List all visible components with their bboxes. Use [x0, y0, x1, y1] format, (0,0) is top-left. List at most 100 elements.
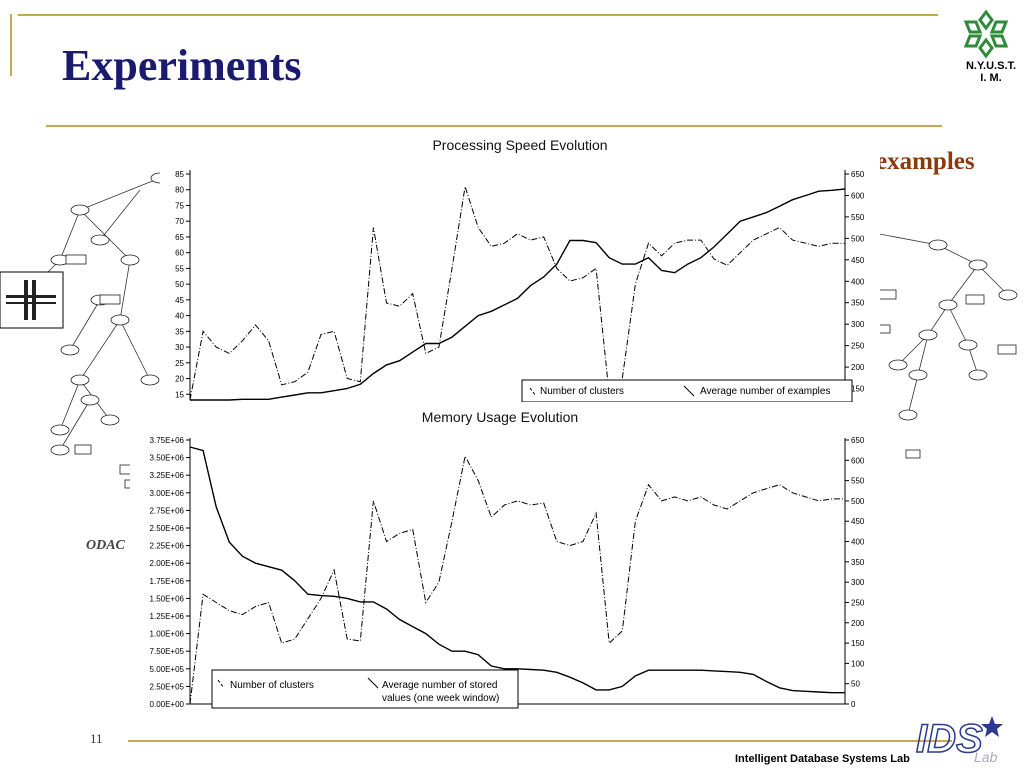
- left-tick-label: 60: [175, 249, 184, 258]
- right-tick: 650: [845, 170, 865, 179]
- right-tick-label: 150: [851, 385, 865, 394]
- right-tick-label: 100: [851, 659, 865, 668]
- legend-label-stored-values-line2: values (one week window): [382, 693, 499, 704]
- chart-title: Memory Usage Evolution: [422, 409, 578, 425]
- ids-lab-logo-icon: IDS Lab: [915, 716, 1003, 765]
- left-tick: 0.00E+00: [150, 700, 190, 709]
- right-tick: 0: [845, 700, 856, 709]
- right-tick-label: 550: [851, 477, 865, 486]
- left-tick: 5.00E+05: [150, 665, 190, 674]
- left-tick: 85: [175, 170, 190, 179]
- left-tick-label: 3.25E+06: [150, 471, 185, 480]
- left-tick: 25: [175, 359, 190, 368]
- legend-swatch-clusters: [529, 387, 537, 397]
- left-tick: 1.25E+06: [150, 612, 190, 621]
- right-tick: 400: [845, 538, 865, 547]
- top-rule: [18, 14, 938, 16]
- left-tick-label: 1.25E+06: [150, 612, 185, 621]
- right-tick: 400: [845, 277, 865, 286]
- chart-title: Processing Speed Evolution: [432, 137, 607, 153]
- legend-label-stored-values-line1: Average number of stored: [382, 680, 497, 691]
- left-tick-label: 1.50E+06: [150, 594, 185, 603]
- left-tick-label: 50: [175, 280, 184, 289]
- left-tick-label: 20: [175, 375, 184, 384]
- series-line-average-number-of-stored-values-one-week-window-: [189, 446, 845, 694]
- series-lines: [189, 186, 846, 401]
- right-tick: 200: [845, 363, 865, 372]
- logo-caption-line1: N.Y.U.S.T.: [965, 60, 1017, 72]
- right-tick: 50: [845, 680, 860, 689]
- left-tick-label: 3.50E+06: [150, 454, 185, 463]
- right-tick-label: 650: [851, 436, 865, 445]
- right-tick-label: 300: [851, 578, 865, 587]
- right-tick-label: 350: [851, 299, 865, 308]
- left-tick-label: 35: [175, 327, 184, 336]
- right-tick-label: 400: [851, 277, 865, 286]
- right-tick-label: 400: [851, 538, 865, 547]
- left-tick-label: 2.50E+06: [150, 524, 185, 533]
- left-tick-label: 40: [175, 312, 184, 321]
- right-tick: 450: [845, 256, 865, 265]
- left-tick-label: 65: [175, 233, 184, 242]
- right-tick: 450: [845, 517, 865, 526]
- series-line-number-of-clusters: [189, 454, 845, 705]
- right-tick: 350: [845, 558, 865, 567]
- left-tick: 80: [175, 186, 190, 195]
- title-underline: [46, 125, 942, 127]
- left-tick-label: 30: [175, 343, 184, 352]
- left-axis-ticks: 3.75E+06 3.50E+06 3.25E+06 3.00E+06 2.75E+06…: [150, 436, 190, 709]
- series-line-number-of-clusters: [189, 186, 845, 401]
- right-tick-label: 650: [851, 170, 865, 179]
- right-tick-label: 600: [851, 456, 865, 465]
- left-tick-label: 80: [175, 186, 184, 195]
- right-tick: 250: [845, 598, 865, 607]
- left-rule: [10, 14, 12, 76]
- left-tick-label: 25: [175, 359, 184, 368]
- right-tick: 600: [845, 191, 865, 200]
- right-tick: 550: [845, 477, 865, 486]
- left-tick-label: 70: [175, 217, 184, 226]
- left-tick: 60: [175, 249, 190, 258]
- background-word-odac: ODAC: [86, 538, 125, 553]
- right-tick: 500: [845, 234, 865, 243]
- left-tick: 65: [175, 233, 190, 242]
- right-tick: 600: [845, 456, 865, 465]
- right-tick: 300: [845, 320, 865, 329]
- right-tick: 500: [845, 497, 865, 506]
- right-axis-ticks: 650 600 550 500 450 400 350 300 250 200 150: [845, 170, 865, 394]
- left-tick-label: 2.25E+06: [150, 542, 185, 551]
- left-tick-label: 2.00E+06: [150, 559, 185, 568]
- right-tick-label: 500: [851, 497, 865, 506]
- ids-logo-letters: IDS: [916, 717, 983, 761]
- left-tick-label: 2.75E+06: [150, 506, 185, 515]
- legend-label-examples: Average number of examples: [700, 386, 830, 397]
- left-tick-label: 15: [175, 390, 184, 399]
- right-tick-label: 50: [851, 680, 860, 689]
- background-word-examples: examples: [876, 148, 975, 175]
- left-tick: 45: [175, 296, 190, 305]
- left-tick: 15: [175, 390, 190, 399]
- memory-usage-chart: Memory Usage Evolution 3.75E+063.50E+063…: [130, 402, 870, 712]
- right-tick: 650: [845, 436, 865, 445]
- logo-caption: N.Y.U.S.T. I. M.: [952, 60, 1024, 84]
- left-tick-label: 3.00E+06: [150, 489, 185, 498]
- left-tick: 70: [175, 217, 190, 226]
- left-tick-label: 85: [175, 170, 184, 179]
- right-tick: 150: [845, 639, 865, 648]
- left-tick: 3.25E+06: [150, 471, 190, 480]
- left-tick-label: 7.50E+05: [150, 647, 185, 656]
- left-axis-ticks: 85 80 75 70 65 60 55 50 45 40 35 30 25 20 15: [175, 170, 190, 399]
- left-tick: 2.75E+06: [150, 506, 190, 515]
- right-tick-label: 550: [851, 213, 865, 222]
- left-tick-label: 75: [175, 201, 184, 210]
- right-tick: 250: [845, 342, 865, 351]
- left-tick: 1.75E+06: [150, 577, 190, 586]
- left-tick: 1.50E+06: [150, 594, 190, 603]
- right-tick-label: 0: [851, 700, 856, 709]
- right-tick-label: 200: [851, 619, 865, 628]
- right-tick-label: 350: [851, 558, 865, 567]
- right-tick-label: 150: [851, 639, 865, 648]
- left-tree-diagram-icon: [0, 172, 170, 489]
- left-tick-label: 2.50E+05: [150, 682, 185, 691]
